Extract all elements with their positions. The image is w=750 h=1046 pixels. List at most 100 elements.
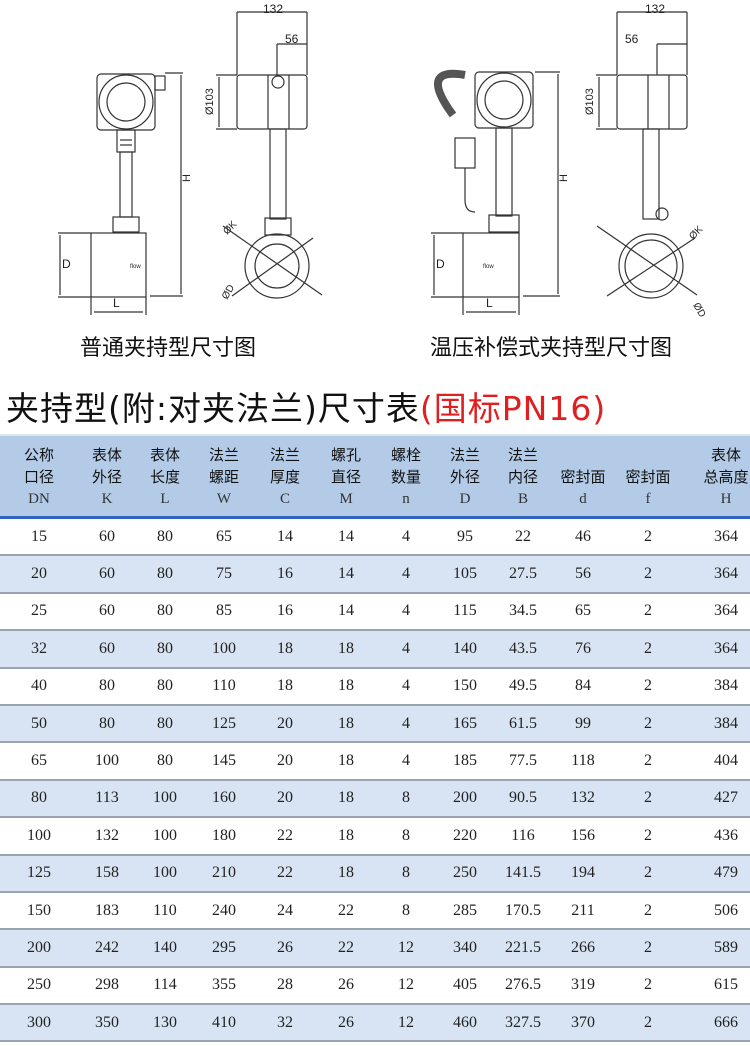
column-header: 密封面 d [552, 435, 614, 518]
column-header-label [614, 444, 682, 466]
table-cell: 80 [136, 667, 194, 706]
table-cell: 211 [552, 891, 614, 931]
table-cell: 2 [614, 742, 682, 781]
column-symbol: C [279, 491, 290, 507]
column-symbol: L [160, 491, 170, 507]
table-cell: 85 [194, 592, 254, 632]
table-cell: 118 [552, 742, 614, 781]
table-cell: 18 [316, 742, 376, 781]
height-label: H [558, 174, 570, 182]
k-label: ØK [221, 219, 239, 237]
column-symbol: n [402, 491, 410, 507]
compensated-clamp-dimension-drawing: flow 132 56 Ø103 H D L ØK ØD [431, 2, 707, 319]
table-cell: 50 [0, 704, 78, 744]
table-cell: 40 [0, 667, 78, 706]
table-cell: 100 [136, 817, 194, 856]
table-row: 32 60 80 100 18 18 4 140 43.5 76 2 364 [0, 630, 750, 669]
column-header-label: 表体 [91, 446, 122, 464]
table-row: 15 60 80 65 14 14 4 95 22 46 2 364 [0, 517, 750, 557]
column-symbol: D [459, 491, 471, 507]
column-header-label: 表体 [710, 446, 741, 464]
table-cell: 80 [136, 742, 194, 781]
d-label: ØD [220, 283, 237, 301]
table-cell: 240 [194, 891, 254, 931]
column-header-label: 内径 [507, 468, 538, 486]
table-cell: 18 [316, 854, 376, 893]
column-header-label: 密封面 [560, 468, 606, 486]
table-cell: 90.5 [494, 779, 552, 819]
table-cell: 364 [682, 592, 750, 632]
column-header-label: 螺孔 [330, 446, 361, 464]
table-cell: 4 [376, 592, 436, 632]
k-label: ØK [687, 224, 705, 242]
table-cell: 200 [0, 929, 78, 968]
table-cell: 132 [78, 817, 136, 856]
table-cell: 140 [436, 630, 494, 669]
table-cell: 80 [136, 704, 194, 744]
table-cell: 170.5 [494, 891, 552, 931]
table-cell: 100 [136, 854, 194, 893]
table-cell: 20 [254, 704, 316, 744]
table-cell: 355 [194, 966, 254, 1006]
table-cell: 114 [136, 966, 194, 1006]
table-cell: 80 [136, 592, 194, 632]
column-header-label [552, 444, 614, 466]
table-cell: 4 [376, 742, 436, 781]
table-row: 20 60 80 75 16 14 4 105 27.5 56 2 364 [0, 555, 750, 594]
table-cell: 4 [376, 630, 436, 669]
table-cell: 76 [552, 630, 614, 669]
table-cell: 60 [78, 555, 136, 594]
table-cell: 65 [552, 592, 614, 632]
table-cell: 80 [136, 630, 194, 669]
column-header-label: 直径 [330, 468, 361, 486]
table-cell: 18 [254, 630, 316, 669]
table-cell: 141.5 [494, 854, 552, 893]
table-cell: 84 [552, 667, 614, 706]
table-cell: 156 [552, 817, 614, 856]
table-cell: 364 [682, 630, 750, 669]
head-diameter-label: Ø103 [584, 88, 596, 115]
table-cell: 460 [436, 1004, 494, 1043]
table-cell: 384 [682, 667, 750, 706]
table-cell: 77.5 [494, 742, 552, 781]
column-header-label: 法兰 [449, 446, 480, 464]
table-cell: 43.5 [494, 630, 552, 669]
height-label: H [181, 174, 193, 182]
table-cell: 18 [254, 667, 316, 706]
column-header-label: 表体 [149, 446, 180, 464]
table-cell: 200 [436, 779, 494, 819]
column-header-label: 长度 [149, 468, 180, 486]
table-cell: 22 [316, 929, 376, 968]
column-header: 螺栓 数量 n [376, 435, 436, 518]
table-cell: 221.5 [494, 929, 552, 968]
table-cell: 12 [376, 929, 436, 968]
table-cell: 12 [376, 966, 436, 1006]
table-cell: 65 [0, 742, 78, 781]
table-cell: 18 [316, 779, 376, 819]
table-cell: 100 [136, 779, 194, 819]
column-symbol: DN [28, 491, 50, 507]
table-cell: 220 [436, 817, 494, 856]
d-label: ØD [690, 301, 707, 319]
table-cell: 16 [254, 592, 316, 632]
standard-clamp-dimension-drawing: flow 132 56 Ø103 H D L ØK ØD [58, 2, 323, 315]
column-header-label: 密封面 [625, 468, 671, 486]
table-cell: 340 [436, 929, 494, 968]
table-cell: 28 [254, 966, 316, 1006]
table-cell: 8 [376, 779, 436, 819]
table-cell: 2 [614, 517, 682, 557]
table-cell: 22 [494, 517, 552, 557]
flow-label: flow [130, 264, 141, 270]
table-cell: 295 [194, 929, 254, 968]
column-header: 法兰 厚度 C [254, 435, 316, 518]
table-cell: 158 [78, 854, 136, 893]
table-cell: 65 [194, 517, 254, 557]
table-row: 80 113 100 160 20 18 8 200 90.5 132 2 427 [0, 779, 750, 819]
table-cell: 615 [682, 966, 750, 1006]
table-cell: 210 [194, 854, 254, 893]
table-cell: 2 [614, 592, 682, 632]
column-header-label: 法兰 [507, 446, 538, 464]
table-title-main: 夹持型(附:对夹法兰)尺寸表 [6, 389, 420, 428]
table-cell: 25 [0, 592, 78, 632]
table-cell: 100 [78, 742, 136, 781]
